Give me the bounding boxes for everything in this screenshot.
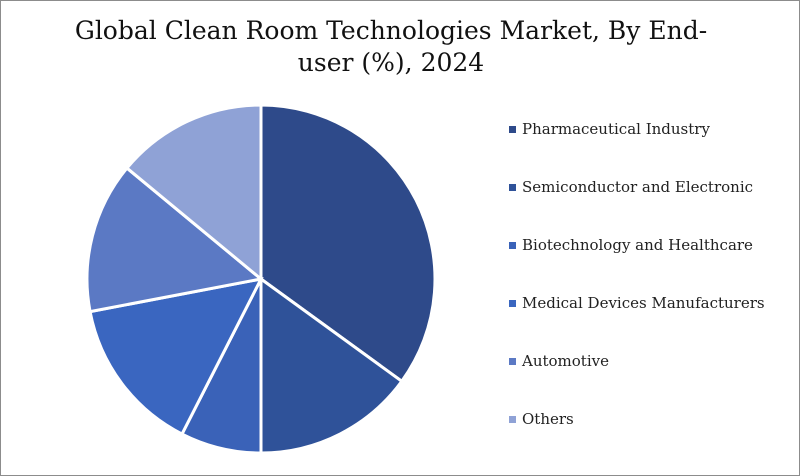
chart-title-line-1: Global Clean Room Technologies Market, B…: [74, 16, 708, 45]
legend-swatch: [509, 357, 516, 365]
legend-swatch: [509, 241, 516, 249]
legend-label: Semiconductor and Electronic: [522, 178, 754, 196]
legend-swatch: [509, 299, 516, 307]
legend-label: Biotechnology and Healthcare: [522, 236, 753, 254]
legend-label: Pharmaceutical Industry: [522, 120, 710, 138]
chart-title: Global Clean Room Technologies Market, B…: [61, 15, 721, 79]
legend-item: Biotechnology and Healthcare: [509, 235, 753, 255]
pie-slice-automotive: [85, 165, 265, 314]
legend-swatch: [509, 415, 516, 423]
legend-label: Others: [522, 410, 574, 428]
pie-slice-medical-devices-manufacturers: [88, 276, 264, 437]
legend-swatch: [509, 183, 516, 191]
chart-title-line-2: user (%), 2024: [297, 48, 485, 77]
legend-item: Pharmaceutical Industry: [509, 119, 710, 139]
legend-item: Semiconductor and Electronic: [509, 177, 753, 197]
legend-item: Automotive: [509, 351, 609, 371]
legend-label: Automotive: [522, 352, 609, 370]
legend-swatch: [509, 125, 516, 133]
pie-slice-others: [124, 103, 263, 283]
legend-label: Medical Devices Manufacturers: [522, 294, 765, 312]
legend-item: Medical Devices Manufacturers: [509, 293, 765, 313]
pie-slice-semiconductor-and-electronic: [259, 276, 404, 455]
pie-slice-pharmaceutical-industry: [259, 103, 437, 384]
legend-item: Others: [509, 409, 574, 429]
pie-slices: [85, 103, 437, 455]
